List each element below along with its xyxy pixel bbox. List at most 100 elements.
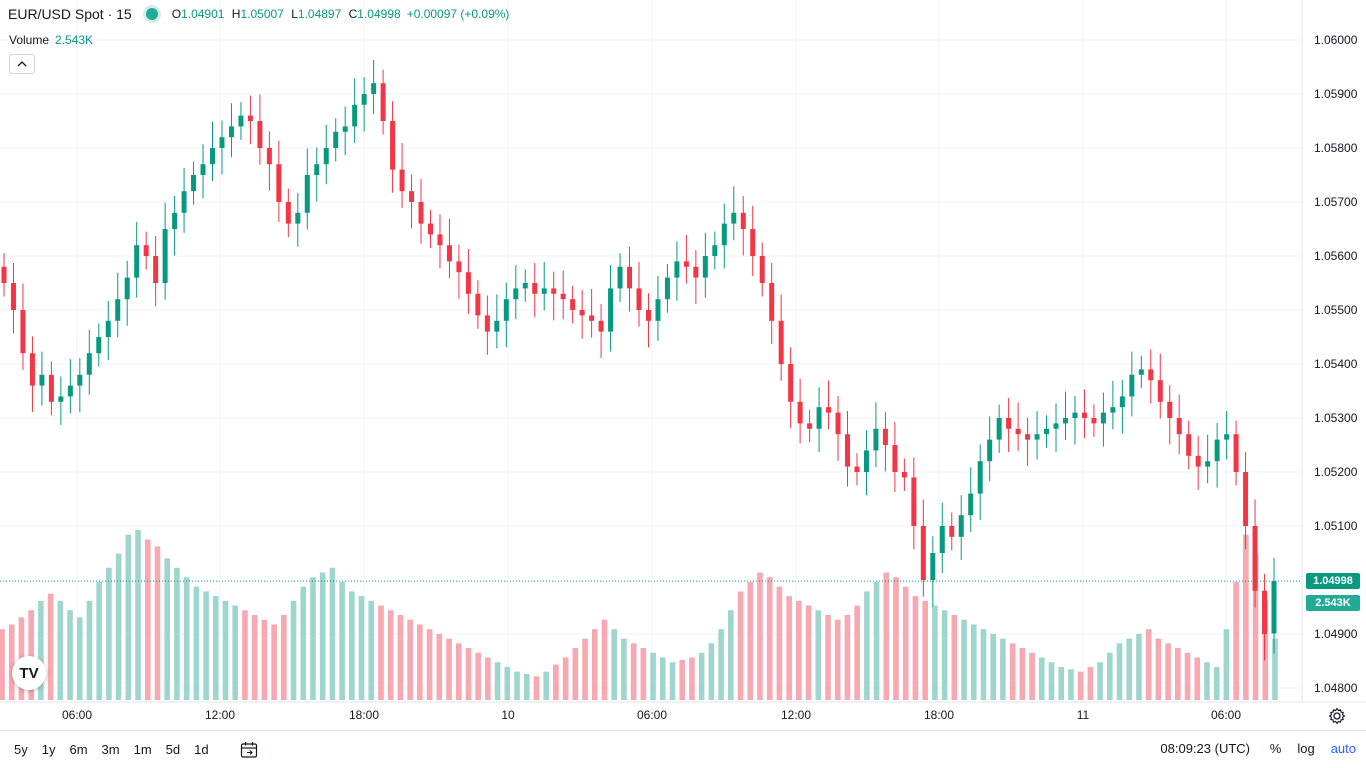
price-tick-label: 1.05100 xyxy=(1314,519,1358,533)
time-tick-label: 10 xyxy=(501,708,515,722)
candle-body xyxy=(115,299,121,321)
candle-body xyxy=(759,256,765,283)
volume-bar xyxy=(426,629,433,700)
chevron-up-icon xyxy=(17,61,27,67)
candle-body xyxy=(664,277,670,300)
range-5y-button[interactable]: 5y xyxy=(14,742,28,757)
volume-bar xyxy=(922,600,928,700)
candle-body xyxy=(1167,401,1173,418)
calendar-goto-icon[interactable] xyxy=(239,740,259,760)
volume-bar xyxy=(844,615,851,700)
candle-body xyxy=(1224,434,1230,440)
auto-scale-toggle[interactable]: auto xyxy=(1330,741,1356,756)
volume-bar xyxy=(650,652,656,700)
time-tick-label: 06:00 xyxy=(637,708,667,722)
collapse-legend-button[interactable] xyxy=(9,54,35,74)
candle-body xyxy=(731,212,737,224)
range-1m-button[interactable]: 1m xyxy=(133,742,152,757)
volume-bar xyxy=(86,600,93,700)
candle-body xyxy=(1100,412,1106,424)
volume-bar xyxy=(932,605,938,700)
candle-body xyxy=(1091,418,1097,424)
settings-gear-icon[interactable] xyxy=(1328,707,1346,725)
candle-body xyxy=(67,385,73,397)
chart-canvas[interactable]: 1.06000 1.05900 1.05800 1.05700 1.05600 1.055… xyxy=(0,0,1366,730)
log-scale-toggle[interactable]: log xyxy=(1297,741,1315,756)
volume-bar xyxy=(514,671,520,700)
candle-body xyxy=(655,299,661,321)
utc-clock[interactable]: 08:09:23 (UTC) xyxy=(1160,741,1250,756)
candle-body xyxy=(1072,412,1078,418)
candle-body xyxy=(390,121,396,170)
volume-bar xyxy=(1019,648,1026,700)
volume-bar xyxy=(319,572,326,700)
volume-bar xyxy=(125,534,132,700)
price-tick-label: 1.05200 xyxy=(1314,465,1358,479)
candle-body xyxy=(48,374,54,402)
range-5d-button[interactable]: 5d xyxy=(165,742,181,757)
volume-bar xyxy=(582,638,588,700)
candle-body xyxy=(920,526,926,580)
candle-body xyxy=(589,315,595,321)
volume-bar xyxy=(864,591,870,700)
tradingview-logo-icon[interactable]: TV xyxy=(12,656,46,690)
volume-bar xyxy=(1155,638,1162,700)
candle-body xyxy=(484,315,490,332)
volume-bar xyxy=(339,581,345,700)
volume-label[interactable]: Volume xyxy=(9,33,50,47)
candle-body xyxy=(930,553,936,580)
volume-bar xyxy=(1068,669,1074,700)
percent-scale-toggle[interactable]: % xyxy=(1269,741,1282,756)
symbol-title[interactable]: EUR/USD Spot · 15 xyxy=(8,6,132,22)
range-1y-button[interactable]: 1y xyxy=(41,742,56,757)
candle-body xyxy=(949,526,955,537)
candle-body xyxy=(210,148,216,165)
candle-body xyxy=(570,299,576,310)
candle-body xyxy=(522,283,528,289)
volume-bar xyxy=(854,605,860,700)
candle-body xyxy=(645,310,651,321)
candle-body xyxy=(257,121,263,148)
range-1d-button[interactable]: 1d xyxy=(194,742,209,757)
volume-bar xyxy=(1058,666,1065,700)
volume-bar xyxy=(1009,643,1016,700)
candle-body xyxy=(96,337,102,354)
candle-body xyxy=(266,148,272,165)
candlesticks xyxy=(1,59,1277,661)
candle-body xyxy=(361,94,367,105)
volume-bar xyxy=(494,662,501,700)
volume-bar xyxy=(747,581,754,700)
candle-body xyxy=(845,434,851,467)
candle-body xyxy=(418,202,424,224)
volume-bar xyxy=(1107,652,1113,700)
volume-bar xyxy=(0,629,5,700)
volume-bar xyxy=(397,615,404,700)
candle-body xyxy=(219,137,225,148)
volume-bar xyxy=(1077,671,1084,700)
candle-body xyxy=(835,412,841,435)
candle-body xyxy=(1062,418,1068,424)
time-tick-label: 18:00 xyxy=(349,708,379,722)
volume-bar xyxy=(28,610,34,700)
candle-body xyxy=(380,83,386,121)
volume-bar xyxy=(1233,581,1239,700)
candle-body xyxy=(1015,428,1021,435)
time-tick-label: 18:00 xyxy=(924,708,954,722)
volume-bar xyxy=(436,633,443,700)
candle-body xyxy=(1,266,7,283)
candle-body xyxy=(475,293,481,316)
volume-bar xyxy=(572,648,579,700)
volume-bar xyxy=(115,553,122,700)
candle-body xyxy=(996,418,1002,440)
volume-bar xyxy=(757,572,763,700)
candle-body xyxy=(598,320,604,332)
range-3m-button[interactable]: 3m xyxy=(101,742,120,757)
volume-bar xyxy=(1213,666,1220,700)
candle-body xyxy=(1233,434,1239,472)
volume-bar xyxy=(135,530,141,700)
candle-body xyxy=(816,407,822,429)
range-6m-button[interactable]: 6m xyxy=(69,742,88,757)
volume-bar xyxy=(329,567,336,700)
time-tick-label: 06:00 xyxy=(1211,708,1241,722)
volume-bar xyxy=(902,586,909,700)
